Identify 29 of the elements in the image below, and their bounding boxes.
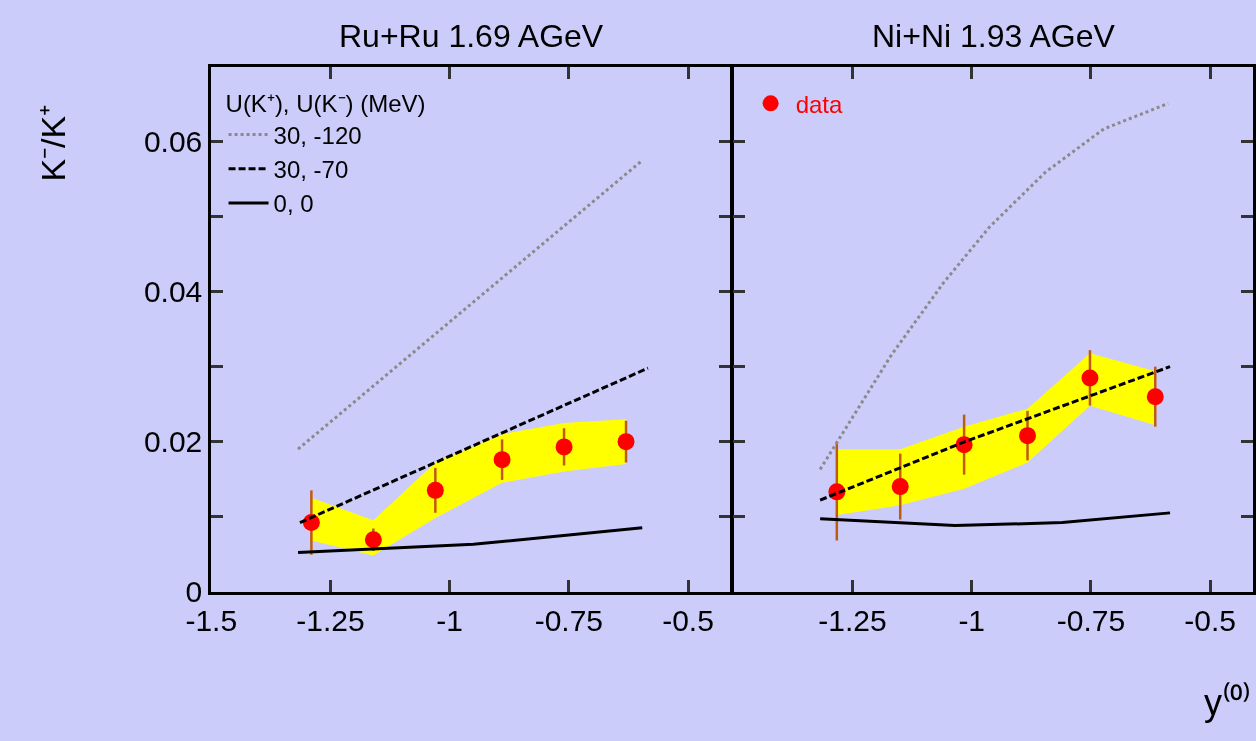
chart-title: Ru+Ru 1.69 AGeV (339, 18, 604, 54)
point (1146, 388, 1164, 406)
x-axis-title: y⁽⁰⁾ (1204, 682, 1251, 723)
chart-title: Ni+Ni 1.93 AGeV (872, 18, 1116, 54)
point (1081, 369, 1099, 387)
x-tick-label: -0.5 (1184, 603, 1236, 637)
point (555, 438, 573, 456)
x-tick-label: -1.25 (818, 603, 887, 637)
y-tick-label: 0.06 (143, 125, 203, 159)
legend-label: 0, 0 (273, 190, 314, 218)
point (617, 433, 635, 451)
x-tick-label: -1 (958, 603, 986, 637)
legend-label: 30, -120 (273, 121, 362, 149)
point (493, 451, 511, 469)
x-tick-label: -1.25 (296, 603, 365, 637)
x-tick-label: -0.75 (534, 603, 604, 637)
legend-label: 30, -70 (273, 156, 349, 184)
x-tick-label: -0.5 (662, 603, 714, 637)
point (891, 478, 909, 496)
y-tick-label: 0.04 (143, 275, 203, 309)
legend-label: data (795, 90, 843, 118)
x-tick-label: -1 (436, 603, 463, 637)
point (426, 481, 444, 499)
y-tick-label: 0.02 (143, 425, 203, 459)
point (364, 531, 382, 549)
x-tick-label: -0.75 (1056, 603, 1126, 637)
legend-title: U(K⁺), U(K⁻) (MeV) (225, 90, 426, 118)
y-axis-title: K⁻/K⁺ (33, 104, 72, 182)
point (1019, 427, 1037, 445)
